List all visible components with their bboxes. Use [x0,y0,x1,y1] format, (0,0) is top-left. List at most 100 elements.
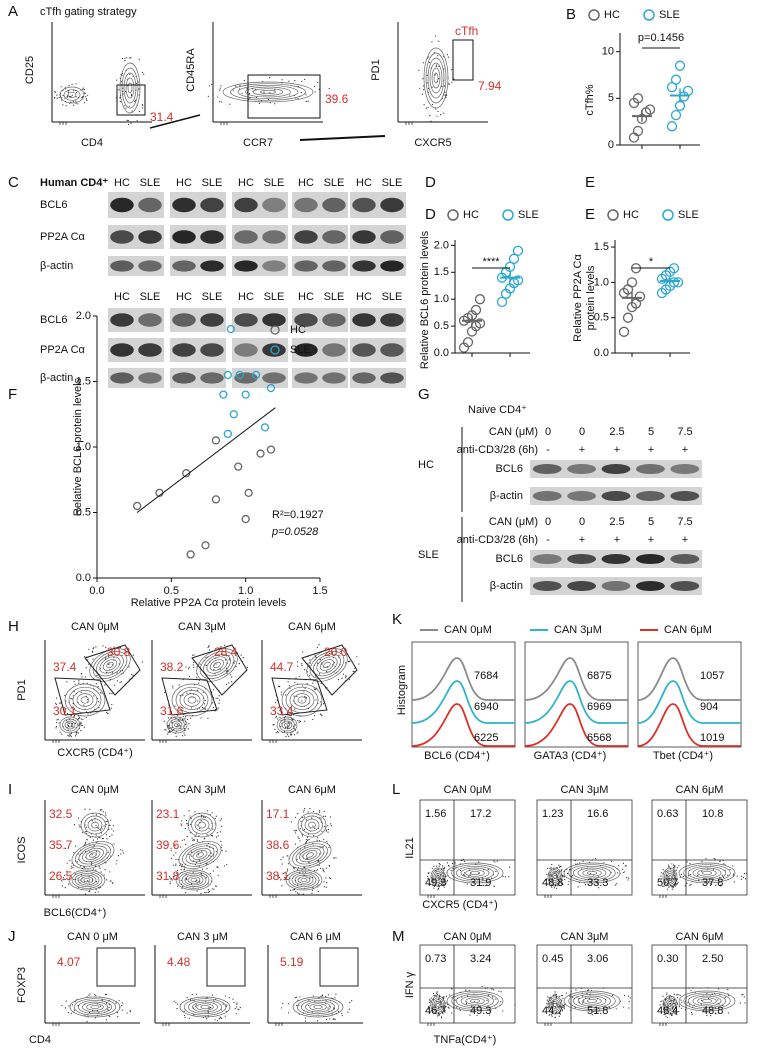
event-dot [236,1002,238,1004]
contour [549,997,561,1013]
contour [313,653,341,677]
event-dot [77,103,79,105]
y-tick-label: 0.0 [76,572,91,584]
event-dot [105,657,107,659]
event-dot [95,824,97,826]
contour [194,818,210,832]
event-dot [240,654,242,656]
event-dot [724,996,726,998]
event-dot [91,820,93,822]
event-dot [468,876,470,878]
event-dot [68,85,70,87]
event-dot [223,644,226,646]
event-dot [197,854,200,856]
event-dot [341,1012,343,1015]
event-dot [444,91,446,93]
event-dot [488,1014,491,1016]
row-label: BCL6 [495,463,523,475]
event-dot [207,1010,209,1012]
blot-band [322,372,346,384]
event-dot [481,877,483,879]
event-dot [118,89,120,91]
row-label: BCL6 [495,553,523,565]
contour [90,1004,100,1010]
blot-band [234,230,258,244]
event-dot [186,878,188,881]
contour [67,722,73,728]
event-dot [675,1004,677,1006]
event-dot [305,857,308,859]
contour [279,718,295,732]
event-dot [274,103,276,105]
event-dot [478,872,480,874]
mfi-value: 6940 [474,701,498,713]
lane-label: HC [114,291,130,303]
x-axis-label: CXCR5 (CD4⁺) [422,899,497,911]
event-dot [446,879,449,882]
event-dot [669,994,671,996]
event-dot [105,1002,108,1004]
event-dot [75,733,77,735]
event-dot [279,847,282,849]
event-dot [678,1010,680,1013]
event-dot [103,825,105,827]
event-dot [204,816,206,819]
row-label: BCL6 [40,314,68,326]
event-dot [668,886,670,888]
event-dot [272,724,274,726]
event-dot [676,1002,678,1004]
event-dot [208,649,211,651]
data-point [674,100,686,111]
event-dot [180,823,182,825]
event-dot [85,667,87,669]
event-dot [309,807,311,810]
blot-band [172,230,196,244]
event-dot [500,1001,502,1003]
event-dot [183,1014,186,1017]
event-dot [296,732,298,734]
event-dot [72,100,74,103]
mfi-value: 7684 [474,670,498,682]
blot-band [567,553,597,565]
event-dot [690,989,692,992]
event-dot [546,999,548,1001]
contour [432,997,444,1013]
event-dot [555,996,558,998]
event-dot [323,881,325,883]
event-dot [304,695,306,698]
event-dot [740,875,742,877]
event-dot [225,670,228,673]
event-dot [723,876,725,878]
event-dot [565,992,567,994]
event-dot [325,815,327,818]
event-dot [242,657,244,659]
event-dot [111,664,113,666]
event-dot [113,843,115,845]
legend-marker [643,9,655,21]
event-dot [288,1012,290,1014]
event-dot [430,120,432,122]
gate-value: 1.56 [425,808,446,820]
event-dot [74,722,77,724]
event-dot [438,1007,440,1009]
event-dot [294,708,296,710]
event-dot [184,827,186,830]
event-dot [86,1020,88,1023]
event-dot [184,1016,186,1019]
contour [59,86,85,104]
event-dot [549,996,551,998]
event-dot [83,656,86,658]
event-dot [102,811,104,813]
event-dot [322,846,324,848]
event-dot [96,851,98,853]
blot-band [262,372,286,384]
gate-value: 37.4 [53,660,77,674]
event-dot [277,685,280,687]
event-dot [422,62,425,64]
event-dot [121,1004,123,1007]
event-dot [138,88,140,90]
plot-title: CAN 3μM [561,784,609,796]
event-dot [439,877,441,880]
event-dot [439,994,441,996]
event-dot [597,1011,599,1013]
